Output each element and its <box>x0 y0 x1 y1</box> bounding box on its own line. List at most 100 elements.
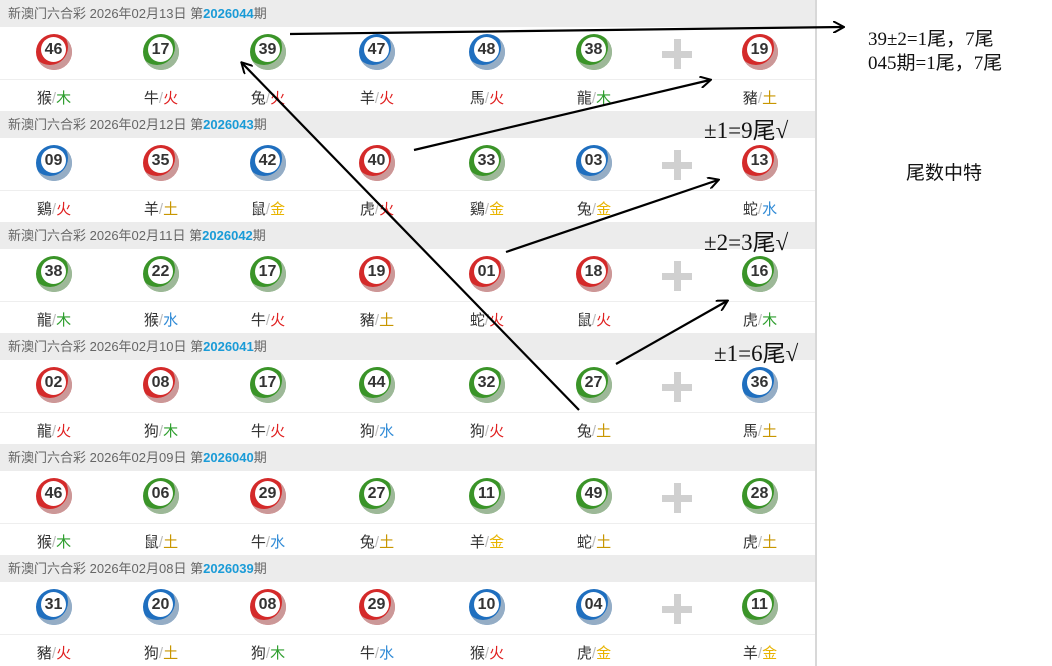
zodiac-element-label: 蛇/水 <box>720 198 800 219</box>
period-block: 新澳门六合彩 2026年02月10日 第2026041期 02 龍/火 08 狗/木 17… <box>0 333 815 444</box>
ball-number: 40 <box>364 148 389 173</box>
zodiac-element-label: 牛/水 <box>337 642 417 663</box>
element: 金 <box>489 534 505 551</box>
zodiac: 兔 <box>359 534 375 551</box>
number-ball: 11 <box>469 478 505 514</box>
special-ball: 16 <box>742 256 778 292</box>
slash: / <box>51 312 57 329</box>
slash: / <box>757 201 763 218</box>
element: 火 <box>163 90 179 107</box>
arrow-40-to-19 <box>413 80 710 152</box>
element: 水 <box>163 312 179 329</box>
element: 木 <box>762 312 778 329</box>
slash: / <box>757 534 763 551</box>
slash: / <box>591 201 597 218</box>
zodiac-element-label: 狗/水 <box>337 420 417 441</box>
ball-number: 16 <box>747 259 772 284</box>
period-header: 新澳门六合彩 2026年02月12日 第2026043期 <box>0 111 815 138</box>
number-ball: 48 <box>469 34 505 70</box>
period-number: 2026044 <box>203 6 254 21</box>
zodiac: 馬 <box>742 423 758 440</box>
element: 水 <box>270 534 286 551</box>
ball-number: 06 <box>148 481 173 506</box>
number-ball: 17 <box>250 256 286 292</box>
element: 水 <box>379 423 395 440</box>
slash: / <box>51 534 57 551</box>
zodiac-element-label: 鼠/火 <box>554 309 634 330</box>
number-ball: 22 <box>143 256 179 292</box>
ball-row: 46 猴/木 06 鼠/土 29 牛/水 27 兔/土 11 羊/金 49 蛇/土 28 虎/土 <box>0 471 815 555</box>
element: 火 <box>379 201 395 218</box>
zodiac: 兔 <box>576 423 592 440</box>
number-ball: 03 <box>576 145 612 181</box>
ball-number: 02 <box>41 370 66 395</box>
lottery-name: 新澳门六合彩 <box>8 339 87 354</box>
period-block: 新澳门六合彩 2026年02月08日 第2026039期 31 豬/火 20 狗/土 08… <box>0 555 815 666</box>
period-number: 2026040 <box>203 450 254 465</box>
zodiac-element-label: 蛇/火 <box>447 309 527 330</box>
period-suffix: 期 <box>253 561 267 576</box>
zodiac: 猴 <box>36 534 52 551</box>
element: 土 <box>596 423 612 440</box>
plus-icon <box>662 150 692 180</box>
ball-number: 29 <box>364 592 389 617</box>
zodiac-element-label: 龍/木 <box>14 309 94 330</box>
zodiac: 牛 <box>143 90 159 107</box>
slash: / <box>158 423 164 440</box>
note-line1: 39±2=1尾，7尾 <box>868 29 994 50</box>
arrow-39-to-notes <box>289 27 843 36</box>
row-divider <box>0 190 815 191</box>
ball-number: 04 <box>581 592 606 617</box>
arrow-27-to-39 <box>242 63 580 411</box>
slash: / <box>591 534 597 551</box>
ball-number: 44 <box>364 370 389 395</box>
draw-date: 2026年02月10日 <box>89 339 187 354</box>
lottery-name: 新澳门六合彩 <box>8 117 87 132</box>
ball-number: 11 <box>747 592 772 617</box>
period-block: 新澳门六合彩 2026年02月11日 第2026042期 38 龍/木 22 猴/水 17… <box>0 222 815 333</box>
zodiac-element-label: 羊/火 <box>337 87 417 108</box>
period-suffix: 期 <box>253 450 267 465</box>
slash: / <box>374 645 380 662</box>
element: 土 <box>379 312 395 329</box>
slash: / <box>757 645 763 662</box>
lottery-name: 新澳门六合彩 <box>8 228 87 243</box>
zodiac: 羊 <box>742 645 758 662</box>
ball-number: 27 <box>364 481 389 506</box>
zodiac-element-label: 鷄/金 <box>447 198 527 219</box>
zodiac: 猴 <box>143 312 159 329</box>
plus-icon <box>662 483 692 513</box>
ball-number: 47 <box>364 37 389 62</box>
zodiac: 羊 <box>359 90 375 107</box>
slash: / <box>51 90 57 107</box>
period-header: 新澳门六合彩 2026年02月09日 第2026040期 <box>0 444 815 471</box>
period-header: 新澳门六合彩 2026年02月13日 第2026044期 <box>0 0 815 27</box>
ball-number: 19 <box>747 37 772 62</box>
number-ball: 31 <box>36 589 72 625</box>
element: 木 <box>56 312 72 329</box>
period-prefix: 第 <box>190 117 204 132</box>
ball-number: 11 <box>474 481 499 506</box>
zodiac: 狗 <box>469 423 485 440</box>
number-ball: 49 <box>576 478 612 514</box>
slash: / <box>374 312 380 329</box>
zodiac: 狗 <box>359 423 375 440</box>
ball-number: 32 <box>474 370 499 395</box>
zodiac-element-label: 虎/土 <box>720 531 800 552</box>
ball-number: 20 <box>148 592 173 617</box>
zodiac-element-label: 牛/火 <box>228 420 308 441</box>
plus-icon <box>662 594 692 624</box>
number-ball: 02 <box>36 367 72 403</box>
special-ball: 11 <box>742 589 778 625</box>
special-ball: 19 <box>742 34 778 70</box>
zodiac: 羊 <box>469 534 485 551</box>
ball-row: 02 龍/火 08 狗/木 17 牛/火 44 狗/水 32 狗/火 27 兔/土 36 馬/土 <box>0 360 815 444</box>
period-block: 新澳门六合彩 2026年02月12日 第2026043期 09 鷄/火 35 羊/土 42… <box>0 111 815 222</box>
element: 金 <box>596 201 612 218</box>
zodiac-element-label: 羊/土 <box>121 198 201 219</box>
zodiac-element-label: 羊/金 <box>447 531 527 552</box>
arrow-01-to-13 <box>505 180 718 254</box>
element: 火 <box>489 90 505 107</box>
